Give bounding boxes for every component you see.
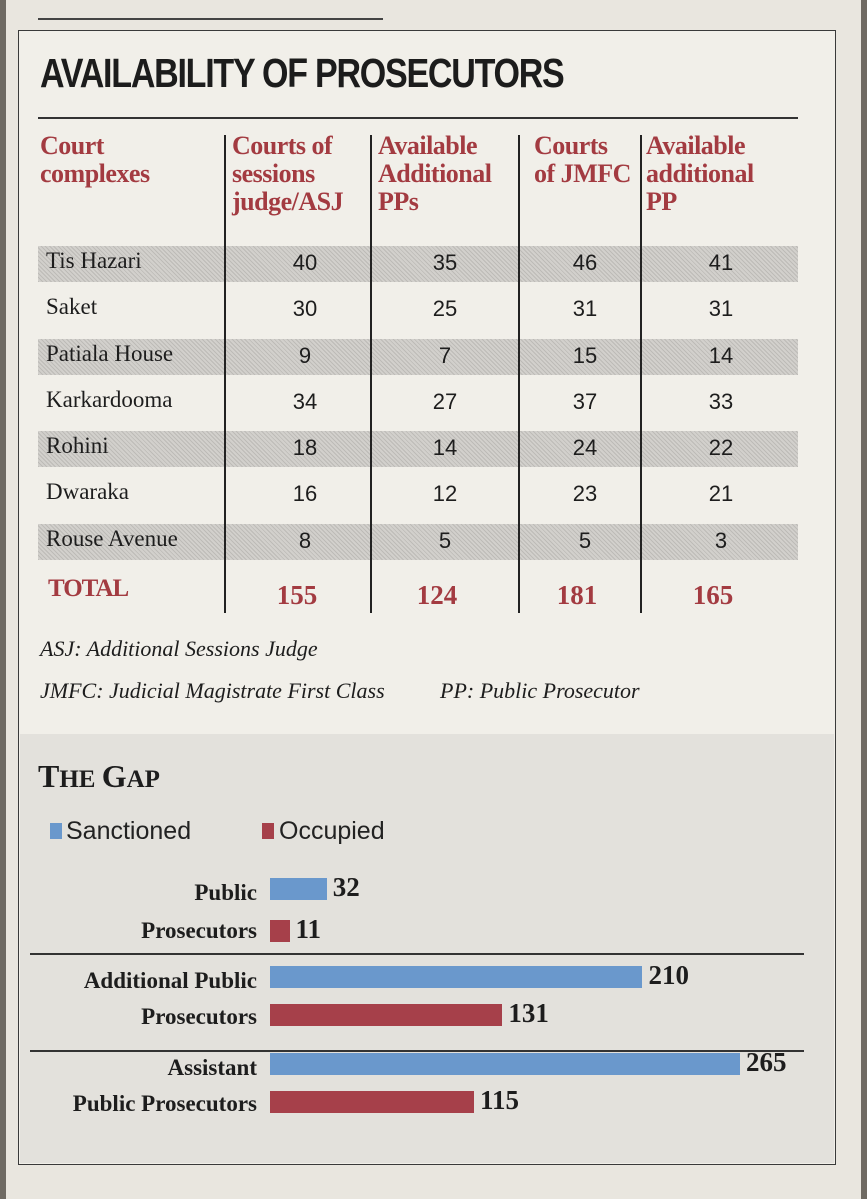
table-cell: 30 (292, 296, 318, 321)
header-court-complexes: Court complexes (40, 131, 150, 188)
bar-value-label: 115 (479, 1085, 519, 1115)
table-cell: 31 (708, 296, 734, 321)
header-courts-of-jmfc: Courts of JMFC (534, 131, 631, 188)
table-cell: 33 (708, 389, 734, 414)
table-cell: 16 (292, 481, 318, 506)
total-value: 124 (416, 580, 458, 610)
table-cell: 21 (708, 481, 734, 506)
header-courts-of-sessions: Courts of sessions judge/ASJ (232, 131, 344, 216)
table-cell: 46 (572, 250, 598, 275)
court-name: Rouse Avenue (46, 526, 178, 551)
table-cell: 24 (572, 435, 598, 460)
bar-value-label: 210 (648, 960, 689, 990)
table-cell: 22 (708, 435, 734, 460)
table-cell: 34 (292, 389, 318, 414)
table-cell: 12 (432, 481, 458, 506)
table-cell: 9 (298, 343, 312, 368)
total-label: TOTAL (48, 575, 129, 602)
group-divider (30, 1050, 804, 1052)
category-label: Public (194, 880, 257, 905)
table-cell: 31 (572, 296, 598, 321)
table-cell: 27 (432, 389, 458, 414)
total-value: 181 (556, 580, 598, 610)
legend-swatch-sanctioned (50, 823, 62, 839)
legend-label-sanctioned: Sanctioned (66, 817, 192, 845)
group-divider (30, 953, 804, 955)
page-title: AVAILABILITY OF PROSECUTORS (40, 50, 565, 96)
occupied-bar (270, 1004, 503, 1026)
table-cell: 7 (438, 343, 452, 368)
bar-value-label: 11 (295, 914, 322, 944)
column-divider (370, 135, 372, 613)
legend-label-occupied: Occupied (279, 817, 385, 845)
bar-value-label: 265 (746, 1047, 787, 1077)
occupied-bar (270, 920, 290, 942)
table-row: Tis Hazari 40 35 46 41 (38, 246, 798, 282)
table-cell: 40 (292, 250, 318, 275)
court-name: Karkardooma (46, 387, 173, 412)
table-cell: 15 (572, 343, 598, 368)
table-cell: 37 (572, 389, 598, 414)
column-divider (224, 135, 226, 613)
column-divider (640, 135, 642, 613)
table-cell: 23 (572, 481, 598, 506)
table-row: Dwaraka 16 12 23 21 (38, 477, 798, 513)
legend-swatch-occupied (262, 823, 274, 839)
note-jmfc: JMFC: Judicial Magistrate First Class (40, 678, 385, 703)
note-pp: PP: Public Prosecutor (440, 678, 640, 703)
category-label: Prosecutors (141, 1004, 257, 1029)
category-label: Assistant (167, 1055, 257, 1080)
table-cell: 14 (432, 435, 458, 460)
table-cell: 41 (708, 250, 734, 275)
header-available-additional-pps: Available Additional PPs (378, 131, 492, 216)
table-row: Patiala House 9 7 15 14 (38, 339, 798, 375)
category-label: Public Prosecutors (72, 1091, 257, 1116)
table-cell: 3 (714, 528, 728, 553)
table-row: Karkardooma 34 27 37 33 (38, 385, 798, 421)
sanctioned-bar (270, 966, 643, 988)
bar-value-label: 32 (332, 872, 360, 902)
table-cell: 5 (438, 528, 452, 553)
table-cell: 8 (298, 528, 312, 553)
table-cell: 25 (432, 296, 458, 321)
sanctioned-bar (270, 1053, 740, 1075)
table-cell: 18 (292, 435, 318, 460)
table-cell: 35 (432, 250, 458, 275)
category-label: Prosecutors (141, 918, 257, 943)
table-row: Rohini 18 14 24 22 (38, 431, 798, 467)
column-divider (518, 135, 520, 613)
court-name: Patiala House (46, 341, 174, 366)
occupied-bar (270, 1091, 474, 1113)
table-cell: 14 (708, 343, 734, 368)
bar-value-label: 131 (508, 998, 549, 1028)
note-asj: ASJ: Additional Sessions Judge (40, 636, 318, 661)
table-cell: 5 (578, 528, 592, 553)
sanctioned-bar (270, 878, 327, 900)
total-value: 165 (692, 580, 734, 610)
court-name: Saket (46, 294, 98, 319)
court-name: Rohini (46, 433, 109, 458)
header-available-additional-pp: Available additional PP (646, 131, 754, 216)
title-rule (38, 117, 798, 119)
table-row: Saket 30 25 31 31 (38, 292, 798, 328)
total-value: 155 (276, 580, 318, 610)
chart-title: THE GAP (38, 758, 160, 794)
court-name: Dwaraka (46, 479, 130, 504)
table-row: Rouse Avenue 8 5 5 3 (38, 524, 798, 560)
category-label: Additional Public (83, 968, 257, 993)
top-rule (38, 18, 383, 20)
court-name: Tis Hazari (46, 248, 142, 273)
